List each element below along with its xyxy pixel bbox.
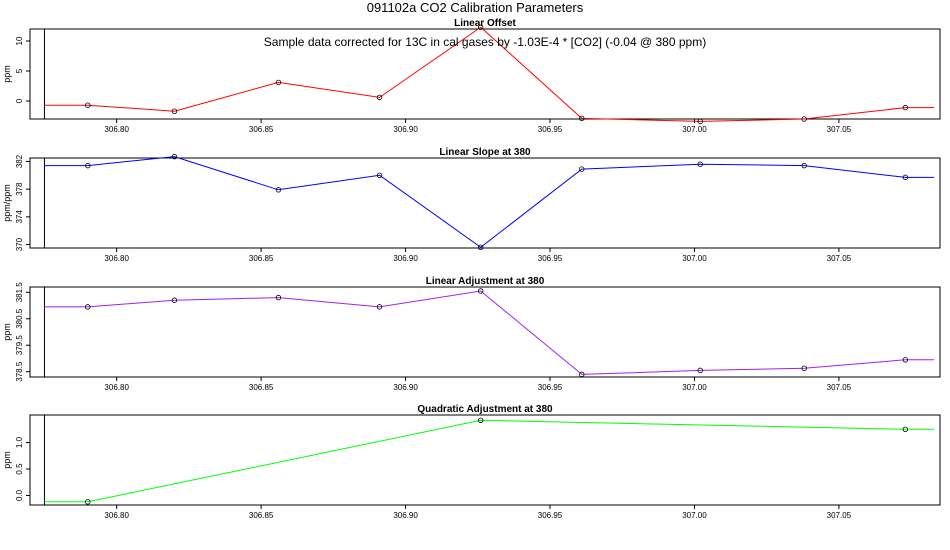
series-line (44, 26, 935, 122)
data-point (697, 367, 703, 374)
series-line (44, 290, 935, 375)
y-axis-label: ppm (2, 323, 12, 341)
x-tick-label: 306.95 (538, 511, 563, 520)
y-axis-label: ppm (2, 65, 12, 83)
data-point (477, 24, 484, 30)
panel-title: Linear Adjustment at 380 (426, 276, 545, 287)
data-point (85, 499, 91, 505)
data-point (902, 174, 909, 181)
y-tick-label: 382 (15, 154, 24, 168)
data-point (477, 244, 484, 251)
data-point (902, 104, 909, 111)
data-point (801, 162, 807, 169)
x-tick-label: 307.00 (682, 511, 707, 520)
y-tick-label: 374 (15, 210, 24, 224)
series-line (44, 156, 935, 248)
x-tick-label: 306.90 (393, 254, 418, 263)
data-point (376, 172, 383, 179)
x-tick-label: 306.85 (249, 383, 274, 392)
data-point (171, 108, 178, 114)
x-tick-label: 306.80 (104, 254, 129, 263)
x-tick-label: 307.00 (682, 125, 707, 134)
data-point (275, 187, 282, 193)
x-tick-label: 307.05 (827, 383, 852, 392)
data-point (579, 115, 585, 122)
x-tick-label: 306.95 (538, 125, 563, 134)
x-tick-label: 307.05 (827, 125, 852, 134)
data-point (579, 166, 585, 172)
data-point (171, 297, 178, 303)
data-point (85, 304, 91, 310)
data-point (85, 102, 91, 108)
x-tick-label: 306.80 (104, 125, 129, 134)
data-point (477, 417, 484, 423)
page-title: 091102a CO2 Calibration Parameters (366, 0, 584, 15)
x-tick-label: 306.85 (249, 511, 274, 520)
x-tick-label: 306.85 (249, 254, 274, 263)
x-tick-label: 306.80 (104, 383, 129, 392)
plot-frame (29, 286, 941, 378)
x-tick-label: 306.85 (249, 125, 274, 134)
y-tick-label: 1.0 (15, 436, 24, 448)
y-tick-label: 10 (15, 36, 24, 45)
data-point (376, 94, 383, 101)
y-tick-label: 378.5 (15, 361, 24, 382)
y-axis-label: ppm/ppm (2, 184, 12, 222)
data-point (275, 294, 282, 301)
x-tick-label: 307.05 (827, 254, 852, 263)
y-tick-label: 0.0 (15, 489, 24, 501)
data-point (376, 304, 383, 310)
x-tick-label: 306.80 (104, 511, 129, 520)
x-tick-label: 306.90 (393, 125, 418, 134)
data-point (697, 161, 703, 167)
data-point (85, 162, 91, 169)
plot-frame (29, 157, 941, 249)
x-tick-label: 306.95 (538, 383, 563, 392)
data-point (902, 357, 909, 363)
data-point (477, 288, 484, 294)
plot-frame (29, 28, 941, 120)
data-point (275, 79, 282, 86)
y-tick-label: 378 (15, 182, 24, 196)
panel-title: Linear Slope at 380 (439, 147, 531, 158)
y-tick-label: 370 (15, 237, 24, 251)
y-axis-label: ppm (2, 451, 12, 469)
y-tick-label: 5 (15, 68, 24, 73)
data-point (801, 116, 807, 122)
x-tick-label: 306.90 (393, 511, 418, 520)
data-point (579, 371, 585, 378)
y-tick-label: 0 (15, 98, 24, 103)
x-tick-label: 306.90 (393, 383, 418, 392)
plot-frame (29, 414, 941, 506)
x-tick-label: 307.05 (827, 511, 852, 520)
x-tick-label: 306.95 (538, 254, 563, 263)
y-tick-label: 380.5 (15, 308, 24, 329)
data-point (171, 153, 178, 160)
y-tick-label: 381.5 (15, 282, 24, 303)
data-point (697, 118, 703, 125)
panel-title: Linear Offset (454, 18, 516, 29)
data-point (801, 365, 807, 371)
x-tick-label: 307.00 (682, 383, 707, 392)
x-tick-label: 307.00 (682, 254, 707, 263)
y-tick-label: 379.5 (15, 335, 24, 356)
annotation-text: Sample data corrected for 13C in cal gas… (264, 35, 706, 49)
data-point (902, 426, 909, 432)
y-tick-label: 0.5 (15, 463, 24, 475)
panel-title: Quadratic Adjustment at 380 (417, 404, 553, 415)
series-line (44, 419, 935, 503)
